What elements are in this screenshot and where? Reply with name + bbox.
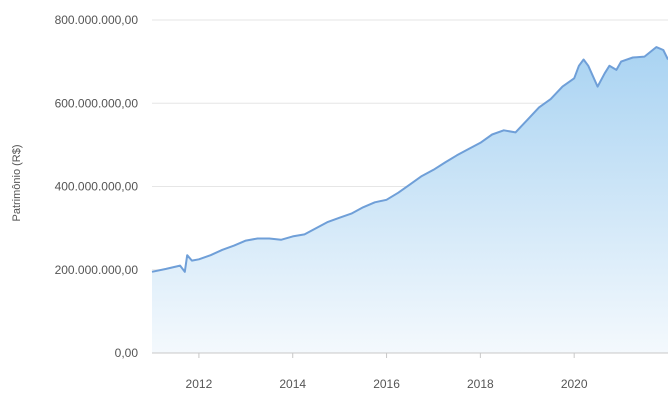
x-tick-label: 2018 <box>467 377 494 391</box>
y-tick-label: 0,00 <box>115 346 139 360</box>
x-tick-label: 2020 <box>561 377 588 391</box>
x-tick-label: 2016 <box>373 377 400 391</box>
series-area-fill <box>152 47 668 353</box>
y-axis-title: Patrimônio (R$) <box>11 144 23 221</box>
y-tick-label: 200.000.000,00 <box>55 263 139 277</box>
x-tick-label: 2012 <box>186 377 213 391</box>
x-tick-label: 2014 <box>279 377 306 391</box>
y-tick-label: 400.000.000,00 <box>55 180 139 194</box>
series-line <box>151 46 668 273</box>
y-tick-label: 800.000.000,00 <box>55 13 139 27</box>
y-axis-ticks: 0,00 200.000.000,00 400.000.000,00 600.000.… <box>55 13 139 360</box>
y-tick-label: 600.000.000,00 <box>55 96 139 110</box>
x-axis-ticks: 2012 2014 2016 2018 2020 <box>186 353 588 391</box>
